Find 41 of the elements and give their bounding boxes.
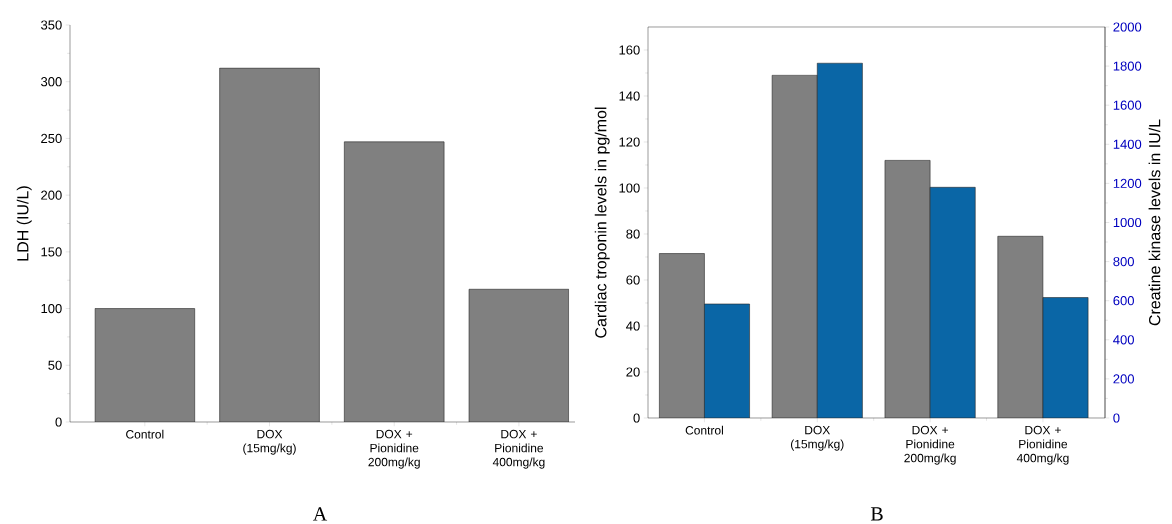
y-axis-title: LDH (IU/L) [16,186,32,261]
y2-tick-label: 0 [1113,413,1120,423]
y-tick-label: 40 [626,321,640,331]
text: A [312,507,328,521]
y-tick-label: 100 [619,183,640,193]
x-tick-label: DOX (15mg/kg) [243,429,296,455]
y-tick-label: 60 [626,275,640,285]
y-tick-label: 250 [41,133,62,144]
y-tick-label: 300 [41,77,62,87]
x-tick-label: DOX + Pionidine 200mg/kg [368,429,420,469]
y-tick-label: 100 [41,303,62,314]
y-tick-label: 20 [626,367,640,377]
y-tick-label: 120 [619,137,640,147]
y2-tick-label: 200 [1113,374,1134,384]
y2-tick-label: 1400 [1113,139,1142,149]
x-tick-label: DOX + Pionidine 400mg/kg [492,429,545,469]
y2-tick-label: 2000 [1113,22,1142,32]
y2-axis-title: Creatine kinase levels in IU/L [1148,119,1161,326]
y2-tick-label: 1600 [1113,100,1142,110]
y2-tick-label: 600 [1113,296,1134,306]
y2-tick-label: 1200 [1113,178,1142,188]
y2-tick-label: 1000 [1113,217,1142,228]
y2-tick-label: 400 [1113,335,1134,345]
x-tick-label: Control [126,429,164,439]
y-axis-title: Cardiac troponin levels in pg/mol [594,107,610,338]
x-tick-label: DOX (15mg/kg) [790,425,844,451]
y-tick-label: 0 [633,413,640,423]
y2-tick-label: 1800 [1113,61,1142,71]
y-tick-label: 140 [619,91,640,101]
y-tick-label: 150 [41,247,62,257]
y2-tick-label: 800 [1113,256,1134,267]
y-tick-label: 50 [48,360,62,370]
y-tick-label: 0 [55,417,62,427]
text: B [870,507,883,521]
y-tick-label: 200 [41,190,62,200]
x-tick-label: Control [685,425,723,435]
y-tick-label: 350 [41,20,62,30]
y-tick-label: 80 [626,229,640,239]
x-tick-label: DOX + Pionidine 200mg/kg [904,425,956,465]
y-tick-label: 160 [619,45,640,55]
x-tick-label: DOX + Pionidine 400mg/kg [1016,425,1069,465]
